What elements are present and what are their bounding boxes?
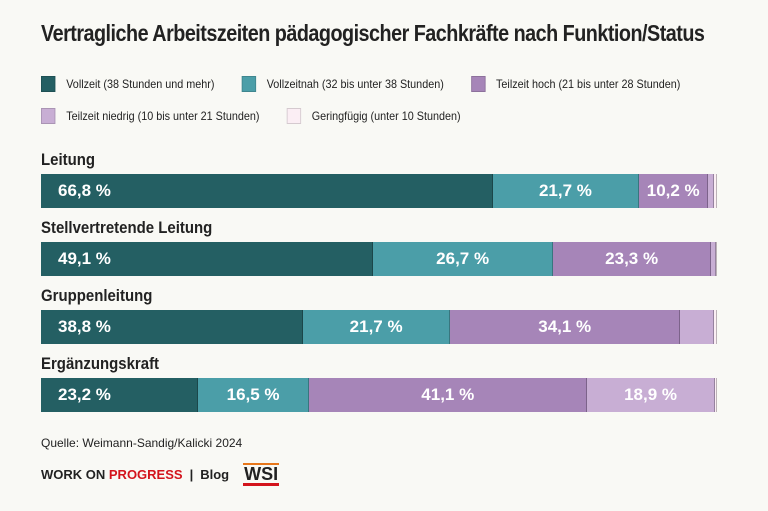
data-label: 23,3 %: [605, 249, 659, 268]
brand[interactable]: WORK ON PROGRESS | Blog WSI: [41, 463, 280, 486]
bar-segment: 34,1 %: [449, 310, 681, 344]
bar-segment: 26,7 %: [372, 242, 554, 276]
legend-item: Vollzeit (38 Stunden und mehr): [41, 76, 214, 92]
legend-item: Vollzeitnah (32 bis unter 38 Stunden): [241, 76, 444, 92]
data-label: 38,8 %: [58, 317, 111, 336]
data-label: 10,2 %: [646, 181, 700, 200]
bar-segment: 21,7 %: [303, 310, 450, 344]
bar-segment: 18,9 %: [587, 378, 715, 412]
data-label: 34,1 %: [538, 317, 592, 336]
brand-separator: |: [189, 467, 194, 482]
category-label: Ergänzungskraft: [41, 354, 160, 373]
chart-title: Vertragliche Arbeitszeiten pädagogischer…: [41, 20, 705, 46]
category-label: Leitung: [41, 150, 96, 169]
category-label: Stellvertretende Leitung: [41, 218, 213, 237]
bar-segment: 10,2 %: [639, 174, 709, 208]
bar-segment: 38,8 %: [41, 310, 304, 344]
legend-row: Teilzeit niedrig (10 bis unter 21 Stunde…: [41, 108, 461, 124]
bar-segment: [680, 310, 714, 344]
data-label: 21,7 %: [538, 181, 592, 200]
bar-segment: [714, 378, 717, 412]
bar-segment: [713, 310, 717, 344]
legend-swatch: [41, 108, 56, 124]
bar-segment: 21,7 %: [492, 174, 640, 208]
wsi-logo: WSI: [243, 463, 280, 486]
data-label: 66,8 %: [58, 181, 111, 200]
legend-swatch: [286, 108, 301, 124]
bar-row: 38,8 % 21,7 % 34,1 %: [41, 310, 717, 344]
data-label: 18,9 %: [624, 385, 678, 404]
category-label: Gruppenleitung: [41, 286, 153, 305]
legend-item: Teilzeit niedrig (10 bis unter 21 Stunde…: [41, 108, 260, 124]
data-label: 23,2 %: [58, 385, 111, 404]
bar-segment: 23,2 %: [41, 378, 198, 412]
legend-item: Geringfügig (unter 10 Stunden): [286, 108, 461, 124]
legend-item: Teilzeit hoch (21 bis unter 28 Stunden): [470, 76, 681, 92]
bar-row: 66,8 % 21,7 % 10,2 %: [41, 174, 717, 208]
bar-segment: 49,1 %: [41, 242, 373, 276]
legend-swatch: [41, 76, 56, 92]
legend-label: Teilzeit niedrig (10 bis unter 21 Stunde…: [66, 109, 260, 123]
data-label: 16,5 %: [226, 385, 280, 404]
bar-segment: [708, 174, 715, 208]
bar-segment: 41,1 %: [309, 378, 588, 412]
legend-row: Vollzeit (38 Stunden und mehr) Vollzeitna…: [41, 76, 680, 92]
legend-swatch: [241, 76, 256, 92]
bar-segment: [714, 174, 717, 208]
data-label: 21,7 %: [349, 317, 403, 336]
brand-work-on: WORK ON: [41, 467, 109, 482]
bar-segment: 16,5 %: [197, 378, 310, 412]
legend-label: Geringfügig (unter 10 Stunden): [311, 109, 461, 123]
bar-segment: 66,8 %: [41, 174, 493, 208]
bar-row: 49,1 % 26,7 % 23,3 %: [41, 242, 717, 276]
brand-progress: PROGRESS: [108, 467, 183, 482]
legend-label: Teilzeit hoch (21 bis unter 28 Stunden): [496, 77, 681, 91]
brand-blog: Blog: [200, 467, 230, 482]
legend-label: Vollzeit (38 Stunden und mehr): [66, 77, 215, 91]
bar-segment: [710, 242, 716, 276]
data-label: 26,7 %: [436, 249, 490, 268]
bar-segment: [715, 242, 717, 276]
source: Quelle: Weimann-Sandig/Kalicki 2024: [41, 436, 243, 450]
data-label: 49,1 %: [58, 249, 111, 268]
data-label: 41,1 %: [421, 385, 475, 404]
legend-label: Vollzeitnah (32 bis unter 38 Stunden): [266, 77, 444, 91]
legend-swatch: [470, 76, 486, 92]
bar-segment: 23,3 %: [553, 242, 711, 276]
bar-row: 23,2 % 16,5 % 41,1 % 18,9 %: [41, 378, 717, 412]
